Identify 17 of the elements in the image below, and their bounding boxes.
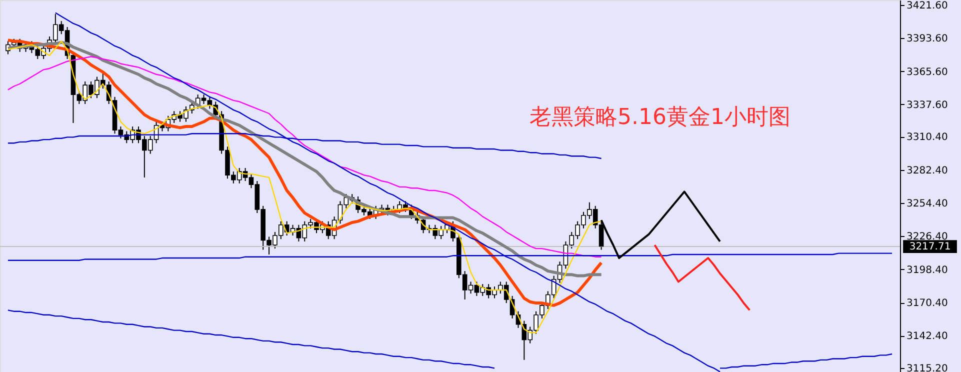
y-tick-label: 3254.40: [906, 198, 948, 210]
line-series: [654, 244, 751, 312]
y-tick-label: 3198.40: [906, 264, 948, 276]
y-tick-label: 3282.40: [906, 165, 948, 176]
y-tick-label: 3115.20: [906, 363, 948, 372]
y-tick-label: 3421.60: [906, 0, 948, 12]
y-tick-label: 3142.40: [906, 331, 948, 342]
line-series: [7, 310, 496, 369]
y-tick-label: 3310.40: [906, 132, 948, 144]
y-tick-label: 3393.60: [906, 34, 948, 45]
text: 老黑策略5.16黄金1小时图: [530, 105, 790, 130]
y-tick-label: 3365.60: [906, 66, 948, 78]
y-tick-label: 3226.40: [906, 232, 948, 243]
ref-line-label: 3217.71: [909, 242, 951, 253]
line-series: [719, 353, 893, 369]
y-tick-label: 3170.40: [906, 298, 948, 310]
y-tick-label: 3337.60: [906, 100, 948, 111]
